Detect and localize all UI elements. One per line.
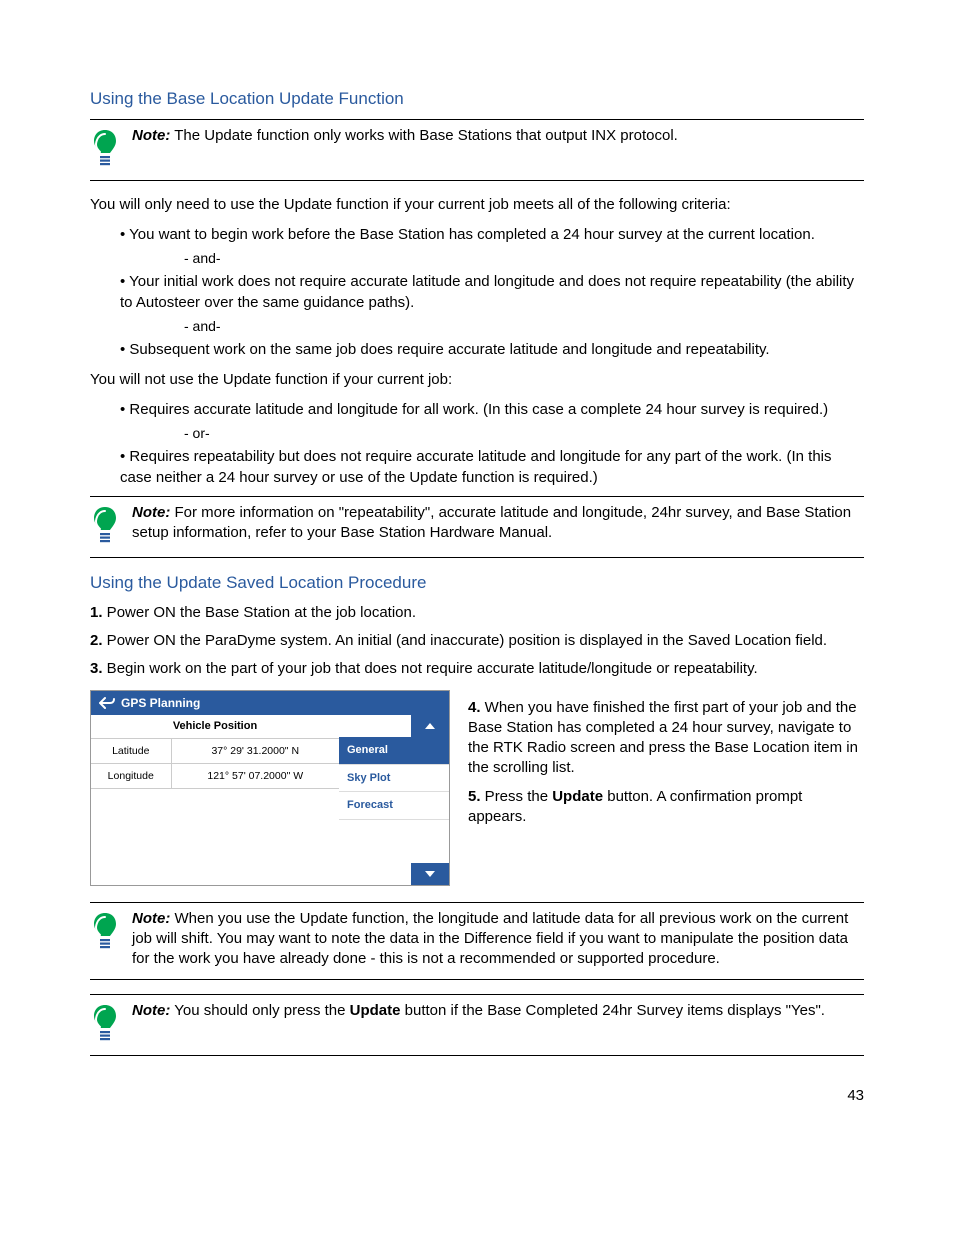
- vehicle-position-header: Vehicle Position: [91, 715, 339, 739]
- lat-label: Latitude: [91, 739, 171, 764]
- scroll-down-button[interactable]: [411, 863, 449, 885]
- criteria-list-b: Requires accurate latitude and longitude…: [120, 400, 864, 488]
- lon-value: 121° 57' 07.2000" W: [171, 763, 339, 788]
- note-prefix: Note:: [132, 1002, 170, 1019]
- step-4: 4. When you have finished the first part…: [468, 698, 864, 779]
- gps-planning-widget: GPS Planning Vehicle Position Latitude 3…: [90, 690, 450, 886]
- widget-titlebar: GPS Planning: [91, 691, 449, 715]
- note-text: For more information on "repeatability",…: [132, 504, 851, 541]
- intro-paragraph-1: You will only need to use the Update fun…: [90, 195, 864, 215]
- lightbulb-icon: [90, 128, 120, 170]
- chevron-down-icon: [423, 869, 437, 879]
- note-text: When you use the Update function, the lo…: [132, 910, 848, 968]
- table-row: Longitude 121° 57' 07.2000" W: [91, 763, 339, 788]
- lightbulb-icon: [90, 911, 120, 953]
- note-prefix: Note:: [132, 504, 170, 521]
- bullet: Subsequent work on the same job does req…: [120, 340, 864, 360]
- chevron-up-icon: [423, 721, 437, 731]
- connector: - or-: [184, 424, 864, 443]
- bullet: Requires accurate latitude and longitude…: [120, 400, 864, 420]
- note-text: button if the Base Completed 24hr Survey…: [400, 1002, 824, 1019]
- bullet: Your initial work does not require accur…: [120, 272, 864, 313]
- heading-base-location: Using the Base Location Update Function: [90, 88, 864, 111]
- bullet: You want to begin work before the Base S…: [120, 225, 864, 245]
- lightbulb-icon: [90, 1003, 120, 1045]
- scroll-up-button[interactable]: [411, 715, 449, 737]
- criteria-list-a: You want to begin work before the Base S…: [120, 225, 864, 360]
- tab-skyplot[interactable]: Sky Plot: [339, 765, 449, 793]
- note-block-2: Note: For more information on "repeatabi…: [90, 496, 864, 558]
- step-3: 3. Begin work on the part of your job th…: [90, 659, 864, 679]
- note-block-3: Note: When you use the Update function, …: [90, 902, 864, 981]
- connector: - and-: [184, 317, 864, 336]
- note-prefix: Note:: [132, 127, 170, 144]
- lon-label: Longitude: [91, 763, 171, 788]
- heading-update-procedure: Using the Update Saved Location Procedur…: [90, 572, 864, 595]
- tab-forecast[interactable]: Forecast: [339, 792, 449, 820]
- back-arrow-icon[interactable]: [99, 696, 115, 710]
- note-text: You should only press the: [170, 1002, 349, 1019]
- note-block-4: Note: You should only press the Update b…: [90, 994, 864, 1056]
- note-text: The Update function only works with Base…: [170, 127, 678, 144]
- step-2: 2. Power ON the ParaDyme system. An init…: [90, 631, 864, 651]
- widget-title: GPS Planning: [121, 695, 200, 711]
- bullet: Requires repeatability but does not requ…: [120, 447, 864, 488]
- lat-value: 37° 29' 31.2000" N: [171, 739, 339, 764]
- connector: - and-: [184, 249, 864, 268]
- table-row: Latitude 37° 29' 31.2000" N: [91, 739, 339, 764]
- update-button-ref: Update: [350, 1002, 401, 1019]
- lightbulb-icon: [90, 505, 120, 547]
- note-prefix: Note:: [132, 910, 170, 927]
- vehicle-position-table: Latitude 37° 29' 31.2000" N Longitude 12…: [91, 739, 339, 789]
- step-5: 5. Press the Update button. A confirmati…: [468, 787, 864, 828]
- note-block-1: Note: The Update function only works wit…: [90, 119, 864, 181]
- tab-general[interactable]: General: [339, 737, 449, 765]
- intro-paragraph-2: You will not use the Update function if …: [90, 370, 864, 390]
- step-1: 1. Power ON the Base Station at the job …: [90, 603, 864, 623]
- page-number: 43: [90, 1086, 864, 1106]
